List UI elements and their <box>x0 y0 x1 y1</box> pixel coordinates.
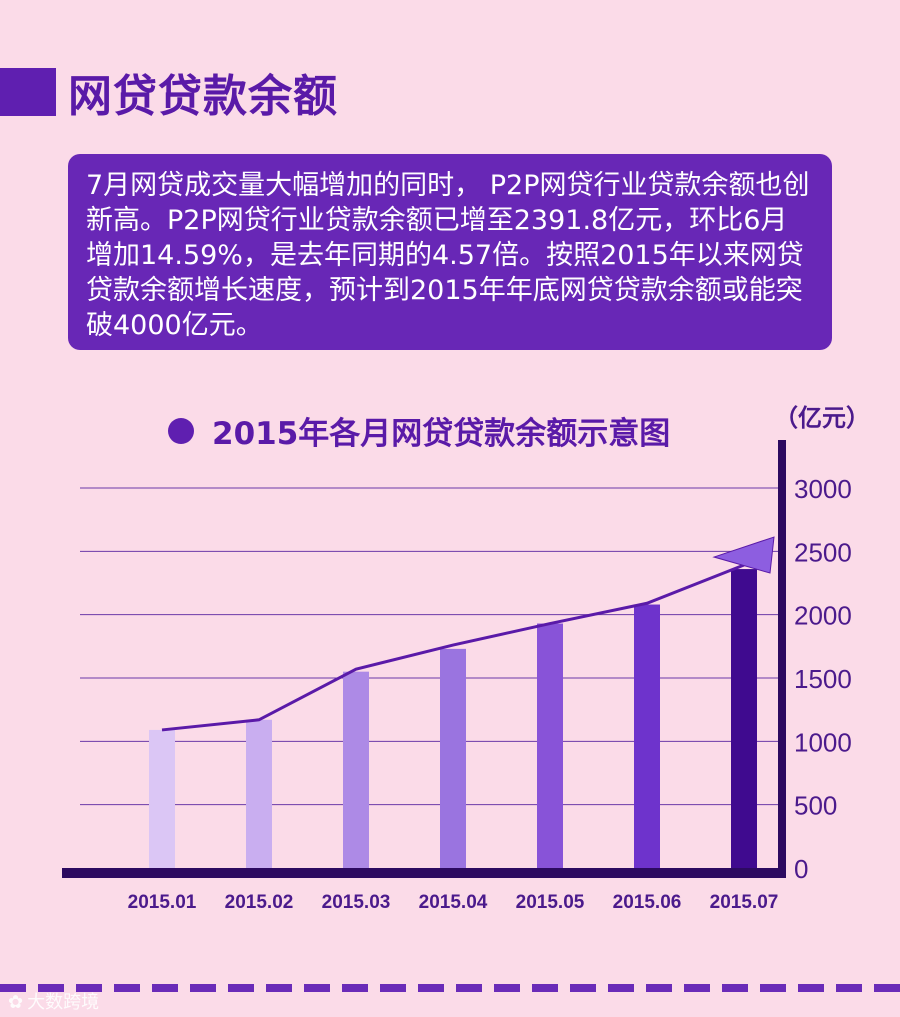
y-tick-label: 1000 <box>794 727 852 757</box>
bullet-dot-icon <box>168 417 194 444</box>
bar <box>634 604 660 868</box>
x-tick-label: 2015.03 <box>322 892 391 913</box>
watermark-logo-icon: ✿ <box>8 992 24 1013</box>
bar <box>440 648 466 868</box>
y-tick-label: 2000 <box>794 601 852 631</box>
y-tick-label: 0 <box>794 854 808 884</box>
trend-arrowhead-icon <box>712 536 775 574</box>
intro-text-box: 7月网贷成交量大幅增加的同时， P2P网贷行业贷款余额也创新高。P2P网贷行业贷… <box>68 154 832 350</box>
y-tick-label: 2500 <box>794 537 852 567</box>
x-tick-label: 2015.06 <box>613 892 682 913</box>
chart-title-group: 2015年各月网贷贷款余额示意图 <box>168 408 670 453</box>
x-tick-label: 2015.01 <box>128 892 197 913</box>
trend-line <box>161 563 745 732</box>
chart-title: 2015年各月网贷贷款余额示意图 <box>212 416 671 452</box>
y-axis-unit: （亿元） <box>774 404 870 432</box>
x-tick-label: 2015.04 <box>419 892 488 913</box>
axes <box>62 440 786 878</box>
page-title: 网贷贷款余额 <box>68 71 338 122</box>
bar <box>246 719 272 868</box>
bar <box>731 569 757 868</box>
grid-lines <box>80 487 782 806</box>
y-tick-label: 3000 <box>794 474 852 504</box>
y-tick-label: 1500 <box>794 664 852 694</box>
bar <box>149 729 175 868</box>
y-tick-label: 500 <box>794 791 837 821</box>
watermark: ✿ 大数跨境 <box>8 988 99 1014</box>
bar <box>537 623 563 868</box>
trend-line-group <box>161 536 775 732</box>
watermark-text: 大数跨境 <box>27 992 100 1013</box>
x-tick-labels: 2015.01 2015.02 2015.03 2015.04 2015.05 2015.… <box>128 892 779 913</box>
bars <box>149 569 757 868</box>
y-axis-line <box>778 440 786 874</box>
x-tick-label: 2015.07 <box>710 892 779 913</box>
dashed-divider <box>0 984 900 992</box>
x-tick-label: 2015.02 <box>225 892 294 913</box>
y-tick-labels: 0 500 1000 1500 2000 2500 3000 <box>794 474 852 884</box>
title-accent-bar <box>0 68 56 116</box>
x-axis-line <box>62 868 786 878</box>
bar <box>343 671 369 868</box>
x-tick-label: 2015.05 <box>516 892 585 913</box>
